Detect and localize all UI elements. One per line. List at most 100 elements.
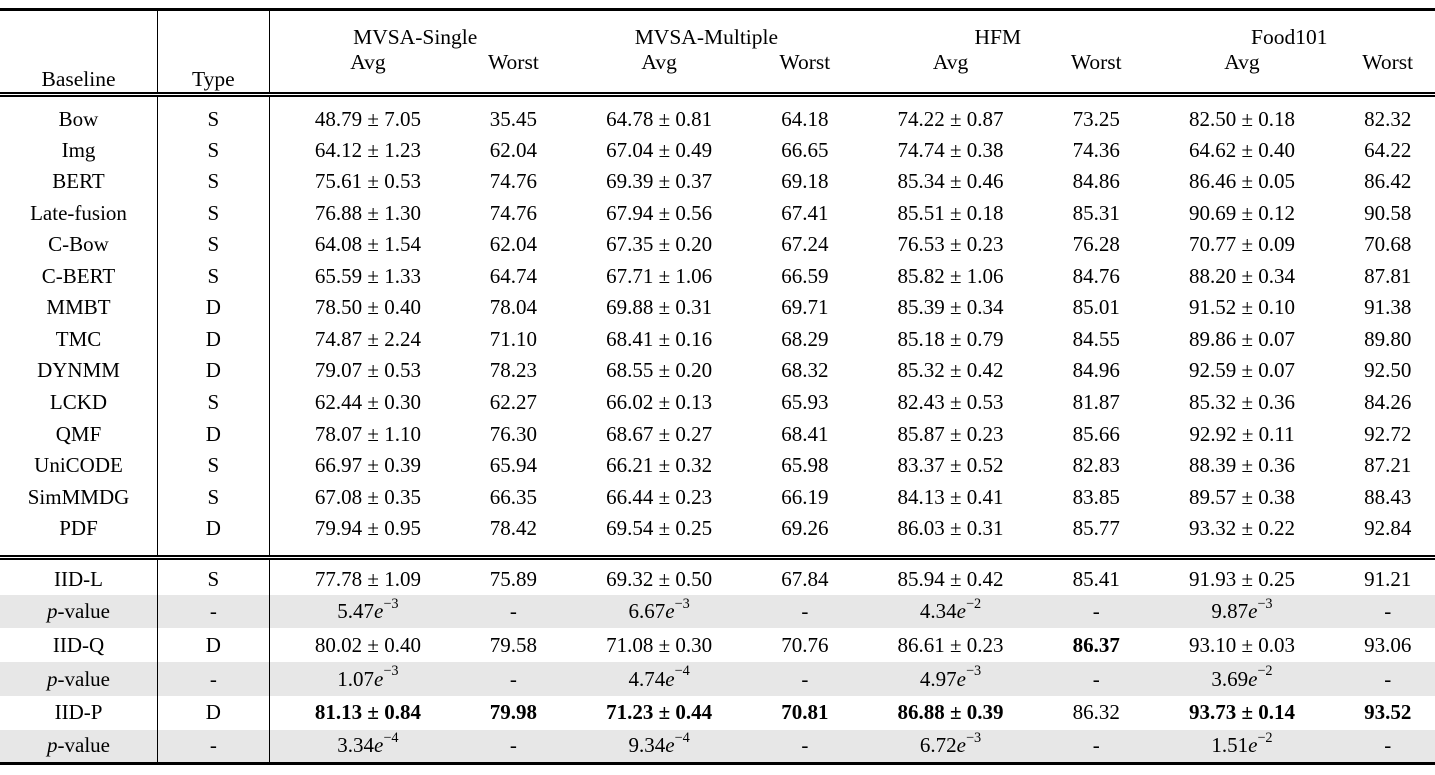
result-cell: 66.35	[489, 484, 538, 509]
result-cell: 82.43 ± 0.53	[897, 390, 1004, 415]
result-cell: 67.08 ± 0.35	[314, 484, 421, 509]
pvalue-cell: 4.97e−3	[852, 662, 1049, 696]
type-value: -	[157, 594, 270, 629]
result-row: UniCODE S 66.97 ± 0.39 65.94 66.21 ± 0.32 65.…	[0, 449, 1435, 482]
result-cell: 66.97 ± 0.39	[314, 453, 421, 478]
result-cell: 71.23 ± 0.44	[606, 700, 713, 725]
result-cell: 68.41 ± 0.16	[606, 326, 713, 351]
result-cell: 68.55 ± 0.20	[606, 358, 713, 383]
baseline-name: Bow	[0, 94, 159, 135]
result-cell: 86.61 ± 0.23	[897, 632, 1004, 657]
result-cell: 85.01	[1072, 295, 1120, 320]
result-cell: 78.07 ± 1.10	[314, 421, 421, 446]
result-cell: 69.32 ± 0.50	[606, 567, 713, 592]
result-cell: 76.30	[489, 421, 538, 446]
result-cell: 66.21 ± 0.32	[606, 453, 713, 478]
result-cell: 85.34 ± 0.46	[897, 169, 1004, 194]
pvalue-row-label: p-value	[0, 594, 159, 629]
result-cell: 87.81	[1364, 263, 1412, 288]
result-cell: 74.76	[489, 200, 538, 225]
type-value: S	[157, 386, 270, 419]
result-cell: 66.59	[781, 263, 829, 288]
result-row: TMC D 74.87 ± 2.24 71.10 68.41 ± 0.16 68.29 85…	[0, 323, 1435, 356]
type-value: S	[157, 134, 270, 166]
pvalue-row: p-value -3.34e−4-9.34e−4-6.72e−3-1.51e−2-	[0, 729, 1435, 764]
result-cell: 92.59 ± 0.07	[1188, 358, 1295, 383]
result-row: LCKD S 62.44 ± 0.30 62.27 66.02 ± 0.13 65.93 8…	[0, 386, 1435, 419]
result-row: Img S 64.12 ± 1.23 62.04 67.04 ± 0.49 66.65 74…	[0, 134, 1435, 166]
type-value: D	[157, 695, 270, 730]
pvalue-cell: 4.34e−2	[852, 594, 1049, 629]
baseline-name: BERT	[0, 165, 159, 198]
result-cell: 90.69 ± 0.12	[1188, 200, 1295, 225]
result-cell: 86.32	[1072, 700, 1120, 725]
pvalue-cell: 6.67e−3	[560, 594, 758, 629]
result-cell: 84.13 ± 0.41	[897, 484, 1004, 509]
result-cell: 64.78 ± 0.81	[606, 106, 713, 131]
pvalue-cell: -	[1340, 729, 1435, 764]
result-cell: 85.51 ± 0.18	[897, 200, 1004, 225]
type-value: D	[157, 292, 270, 324]
result-cell: 79.98	[489, 700, 538, 725]
result-cell: 84.76	[1072, 263, 1120, 288]
type-value: S	[157, 197, 270, 229]
header-worst: Worst	[1070, 50, 1122, 74]
result-cell: 92.72	[1364, 421, 1412, 446]
pvalue-cell: -	[757, 594, 853, 629]
baseline-name: TMC	[0, 323, 159, 356]
result-cell: 86.46 ± 0.05	[1188, 169, 1295, 194]
pvalue-row: p-value -5.47e−3-6.67e−3-4.34e−2-9.87e−3-	[0, 594, 1435, 629]
result-cell: 84.96	[1072, 358, 1120, 383]
result-cell: 89.57 ± 0.38	[1188, 484, 1295, 509]
pvalue-cell: -	[466, 729, 561, 764]
result-cell: 68.29	[781, 326, 829, 351]
result-cell: 83.85	[1072, 484, 1120, 509]
result-cell: 69.88 ± 0.31	[606, 295, 713, 320]
header-avg: Avg	[350, 50, 386, 74]
header-avg: Avg	[1224, 50, 1260, 74]
baseline-name: LCKD	[0, 386, 159, 419]
result-row: IID-P D 81.13 ± 0.84 79.98 71.23 ± 0.44 70.81…	[0, 695, 1435, 730]
header-baseline: Baseline	[0, 9, 159, 95]
pvalue-cell: -	[1340, 594, 1435, 629]
result-row: IID-Q D 80.02 ± 0.40 79.58 71.08 ± 0.30 70.76…	[0, 628, 1435, 663]
header-worst: Worst	[779, 50, 831, 74]
type-value: S	[157, 228, 270, 261]
baseline-name: C-BERT	[0, 260, 159, 293]
result-cell: 92.50	[1364, 358, 1412, 383]
baseline-name: UniCODE	[0, 449, 159, 482]
pvalue-cell: -	[1340, 662, 1435, 696]
result-cell: 67.24	[781, 232, 829, 257]
result-cell: 88.20 ± 0.34	[1188, 263, 1295, 288]
result-cell: 85.77	[1072, 515, 1120, 540]
type-value: D	[157, 355, 270, 387]
result-row: DYNMM D 79.07 ± 0.53 78.23 68.55 ± 0.20 68.32…	[0, 355, 1435, 387]
type-value: S	[157, 449, 270, 482]
result-cell: 82.50 ± 0.18	[1188, 106, 1295, 131]
baseline-name: DYNMM	[0, 355, 159, 387]
result-cell: 91.38	[1364, 295, 1412, 320]
result-cell: 65.98	[781, 453, 829, 478]
result-cell: 78.04	[489, 295, 538, 320]
header-worst: Worst	[1362, 50, 1414, 74]
result-cell: 67.94 ± 0.56	[606, 200, 713, 225]
baseline-name: PDF	[0, 512, 159, 558]
result-cell: 85.66	[1072, 421, 1120, 446]
result-cell: 64.22	[1364, 137, 1412, 162]
pvalue-row-label: p-value	[0, 729, 159, 764]
result-cell: 82.83	[1072, 453, 1120, 478]
result-cell: 86.03 ± 0.31	[897, 515, 1004, 540]
result-cell: 78.42	[489, 515, 538, 540]
pvalue-cell: -	[1048, 729, 1144, 764]
pvalue-cell: -	[1048, 662, 1144, 696]
result-cell: 82.32	[1364, 106, 1412, 131]
result-cell: 92.92 ± 0.11	[1189, 421, 1295, 446]
result-cell: 77.78 ± 1.09	[314, 567, 421, 592]
result-row: Bow S 48.79 ± 7.05 35.45 64.78 ± 0.81 64.18 74…	[0, 94, 1435, 135]
pvalue-cell: 9.34e−4	[560, 729, 758, 764]
pvalue-cell: -	[757, 662, 853, 696]
result-cell: 93.52	[1364, 700, 1412, 725]
result-row: SimMMDG S 67.08 ± 0.35 66.35 66.44 ± 0.23 66.…	[0, 481, 1435, 513]
result-cell: 69.54 ± 0.25	[606, 515, 713, 540]
